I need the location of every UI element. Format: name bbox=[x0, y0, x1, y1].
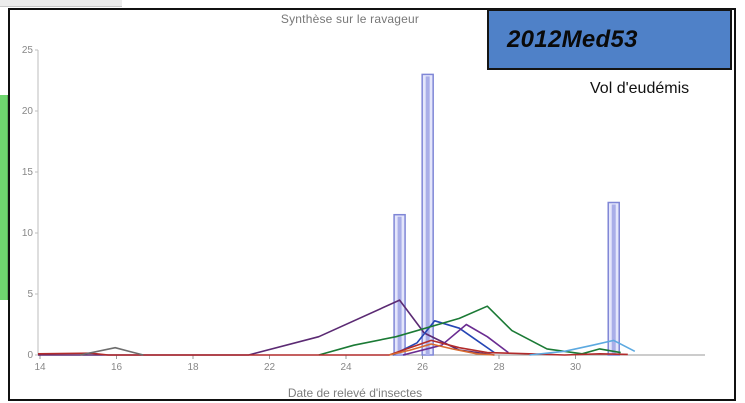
x-tick-label: 14 bbox=[34, 362, 46, 373]
series-line-7 bbox=[529, 339, 636, 356]
x-tick-label: 26 bbox=[417, 362, 429, 373]
series-line-8 bbox=[79, 346, 144, 356]
y-tick-label: 10 bbox=[22, 228, 34, 239]
series-line-4 bbox=[402, 323, 509, 356]
dataset-label: 2012Med53 bbox=[507, 25, 638, 53]
y-tick-label: 20 bbox=[22, 106, 34, 117]
x-tick-label: 28 bbox=[493, 362, 505, 373]
y-tick-label: 0 bbox=[27, 350, 33, 361]
y-tick-label: 5 bbox=[27, 289, 33, 300]
y-tick-label: 15 bbox=[22, 167, 34, 178]
flight-label: Vol d'eudémis bbox=[590, 80, 690, 97]
x-tick-label: 22 bbox=[264, 362, 276, 373]
vol-bar-1-core bbox=[397, 216, 402, 355]
vol-bar-3-core bbox=[611, 204, 616, 355]
x-tick-label: 30 bbox=[570, 362, 582, 373]
y-tick-label: 25 bbox=[22, 45, 34, 56]
x-tick-label: 18 bbox=[187, 362, 199, 373]
x-tick-label: 24 bbox=[340, 362, 352, 373]
vol-bar-2-core bbox=[425, 76, 430, 356]
top-strip bbox=[0, 0, 122, 7]
x-axis-title: Date de relevé d'insectes bbox=[287, 386, 423, 400]
series-line-3 bbox=[318, 305, 621, 356]
x-tick-label: 16 bbox=[111, 362, 123, 373]
dataset-label-box: 2012Med53 bbox=[487, 9, 732, 70]
series-line-2 bbox=[392, 319, 495, 356]
series-line-5 bbox=[37, 339, 628, 356]
left-side-bar bbox=[0, 95, 8, 300]
chart-title: Synthèse sur le ravageur bbox=[280, 12, 420, 26]
series-line-6 bbox=[388, 343, 495, 356]
